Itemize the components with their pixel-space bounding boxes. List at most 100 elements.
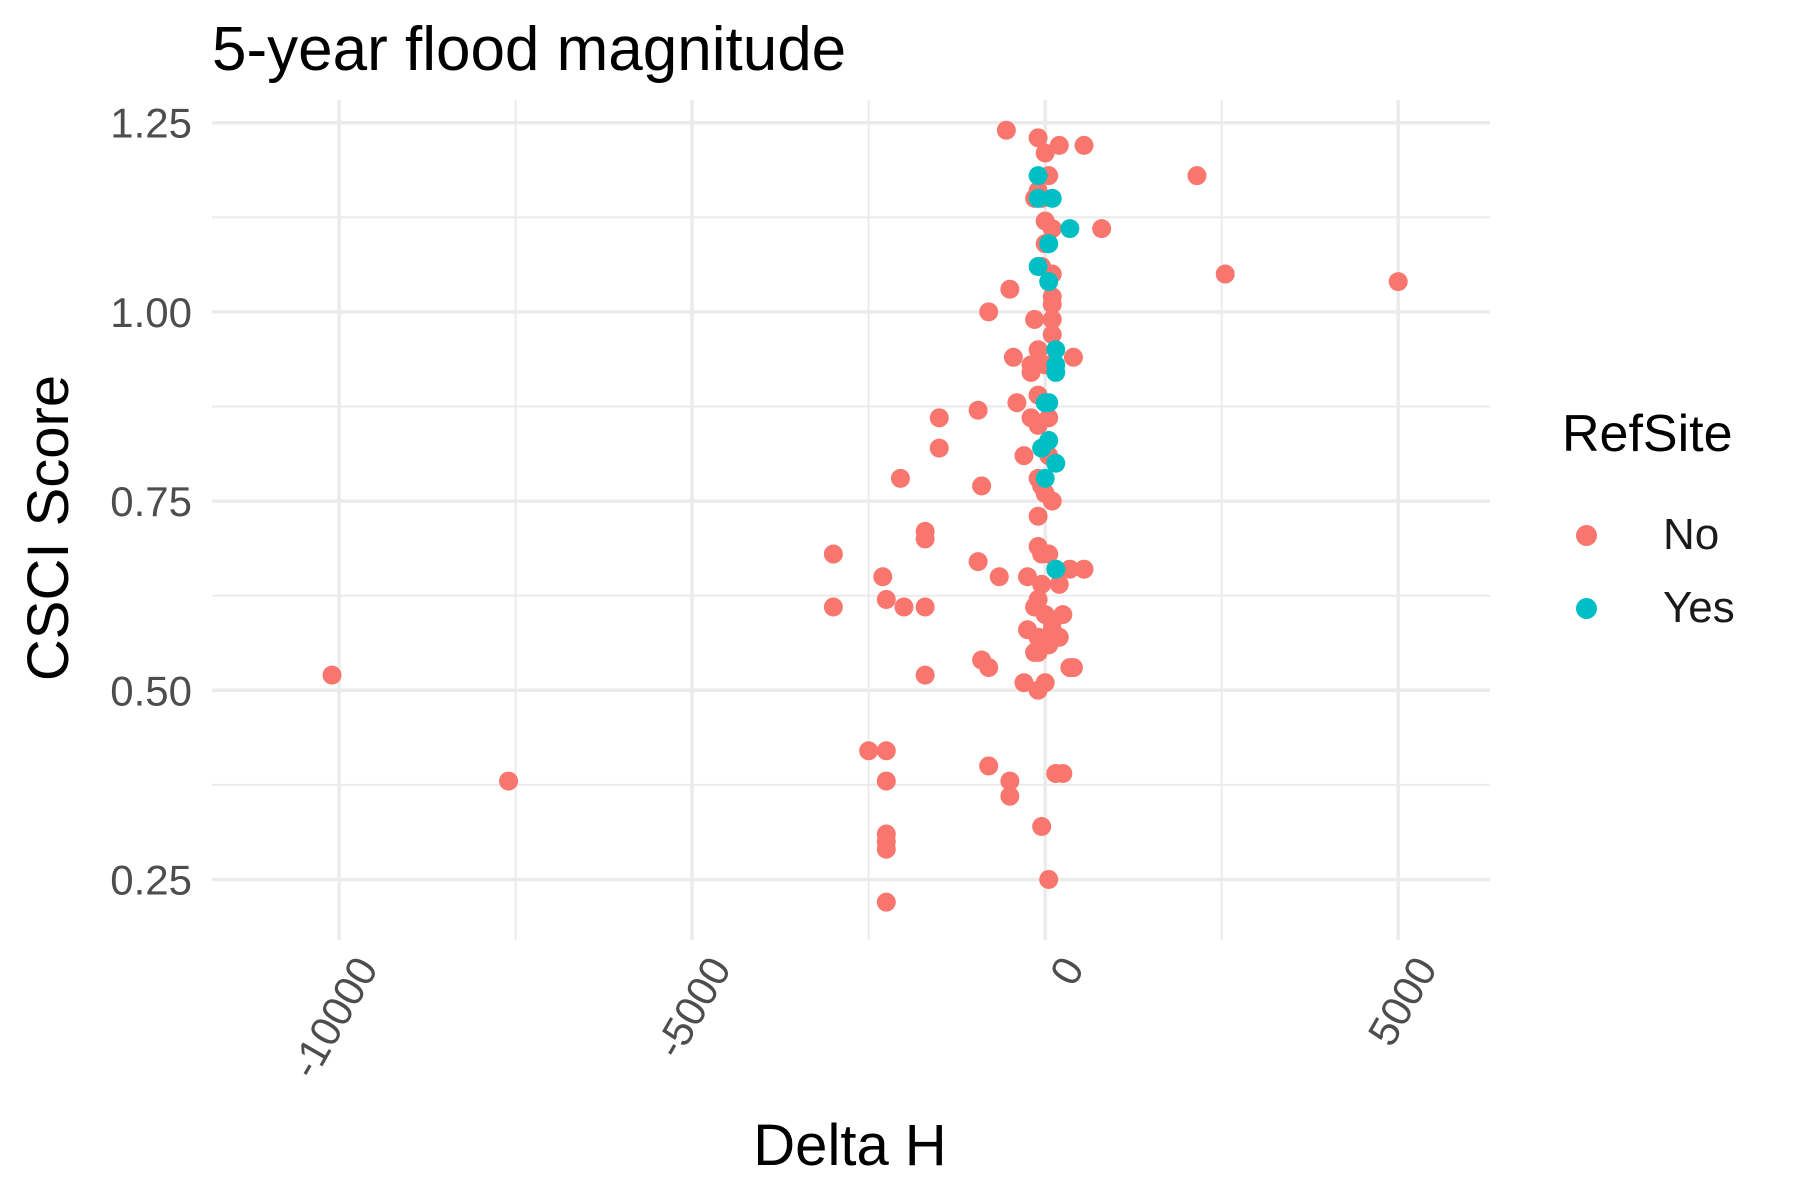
data-point-no xyxy=(1060,559,1080,579)
data-point-no xyxy=(1092,219,1112,239)
data-point-no xyxy=(915,529,935,549)
data-point-no xyxy=(1039,869,1059,889)
data-point-no xyxy=(996,120,1016,140)
data-point-no xyxy=(890,468,910,488)
data-point-no xyxy=(1039,408,1059,428)
x-tick-label: -5000 xyxy=(646,949,740,1066)
data-point-no xyxy=(972,476,992,496)
data-point-yes xyxy=(1035,468,1055,488)
data-point-no xyxy=(1000,279,1020,299)
data-point-no xyxy=(929,438,949,458)
data-point-no xyxy=(894,597,914,617)
x-tick-label: 5000 xyxy=(1359,949,1446,1053)
legend-swatch-no xyxy=(1576,524,1597,546)
data-point-yes xyxy=(1039,393,1059,413)
data-point-no xyxy=(968,552,988,572)
data-point-no xyxy=(1042,294,1062,314)
data-point-no xyxy=(1021,362,1041,382)
data-point-no xyxy=(1014,446,1034,466)
data-point-no xyxy=(979,658,999,678)
data-point-no xyxy=(873,567,893,587)
data-point-no xyxy=(1028,340,1048,360)
x-tick-label: -10000 xyxy=(281,949,387,1086)
data-point-no xyxy=(322,665,342,685)
grid-lines xyxy=(212,100,1490,940)
data-point-no xyxy=(1049,135,1069,155)
y-tick-label: 0.25 xyxy=(110,856,192,903)
data-point-no xyxy=(876,771,896,791)
x-axis-label: Delta H xyxy=(753,1113,946,1178)
data-point-no xyxy=(1035,673,1055,693)
data-point-no xyxy=(1018,567,1038,587)
data-point-no xyxy=(1049,574,1069,594)
data-point-no xyxy=(929,408,949,428)
data-point-yes xyxy=(1046,453,1066,473)
data-point-yes xyxy=(1046,362,1066,382)
data-point-yes xyxy=(1042,188,1062,208)
legend-title: RefSite xyxy=(1562,405,1733,463)
data-point-yes xyxy=(1028,256,1048,276)
data-point-no xyxy=(1063,658,1083,678)
data-point-yes xyxy=(1028,188,1048,208)
data-point-no xyxy=(1053,605,1073,625)
data-point-no xyxy=(823,544,843,564)
data-point-no xyxy=(1074,559,1094,579)
data-point-no xyxy=(499,771,519,791)
data-point-no xyxy=(1215,264,1235,284)
data-point-no xyxy=(1032,816,1052,836)
data-point-yes xyxy=(1039,272,1059,292)
data-point-no xyxy=(823,597,843,617)
data-point-yes xyxy=(1039,234,1059,254)
data-point-no xyxy=(1028,506,1048,526)
data-point-no xyxy=(1063,347,1083,367)
chart-title: 5-year flood magnitude xyxy=(212,15,847,84)
data-point-no xyxy=(1028,589,1048,609)
tick-labels: 0.25 0.50 0.75 1.00 1.25 -10000 -5000 0 5000 xyxy=(110,100,1446,1086)
data-point-no xyxy=(1025,309,1045,329)
data-points xyxy=(322,120,1408,912)
data-point-no xyxy=(876,839,896,859)
data-point-yes xyxy=(1039,431,1059,451)
y-tick-label: 0.75 xyxy=(110,478,192,525)
legend-label-yes: Yes xyxy=(1663,583,1735,632)
legend-item-no: No xyxy=(1576,505,1719,565)
data-point-no xyxy=(859,741,879,761)
x-tick-label: 0 xyxy=(1041,949,1093,993)
y-tick-label: 1.25 xyxy=(110,100,192,147)
data-point-no xyxy=(1053,764,1073,784)
data-point-no xyxy=(1388,272,1408,292)
data-point-no xyxy=(1000,771,1020,791)
data-point-no xyxy=(915,597,935,617)
data-point-yes xyxy=(1028,166,1048,186)
y-tick-label: 0.50 xyxy=(110,667,192,714)
data-point-yes xyxy=(1060,219,1080,239)
data-point-yes xyxy=(1046,340,1066,360)
legend-item-yes: Yes xyxy=(1576,578,1735,638)
data-point-no xyxy=(876,892,896,912)
data-point-no xyxy=(1049,627,1069,647)
data-point-no xyxy=(1039,544,1059,564)
data-point-no xyxy=(1042,219,1062,239)
data-point-no xyxy=(979,756,999,776)
data-point-yes xyxy=(1046,559,1066,579)
data-point-no xyxy=(968,400,988,420)
legend-label-no: No xyxy=(1663,510,1720,559)
legend-swatch-yes xyxy=(1576,597,1597,619)
y-tick-label: 1.00 xyxy=(110,289,192,336)
data-point-no xyxy=(1042,325,1062,345)
data-point-no xyxy=(1007,393,1027,413)
data-point-no xyxy=(1000,786,1020,806)
data-point-no xyxy=(1032,574,1052,594)
data-point-no xyxy=(1003,347,1023,367)
data-point-no xyxy=(876,741,896,761)
data-point-no xyxy=(1042,309,1062,329)
data-point-no xyxy=(1028,128,1048,148)
data-point-no xyxy=(1074,135,1094,155)
y-axis-label: CSCI Score xyxy=(16,375,81,681)
data-point-no xyxy=(915,665,935,685)
data-point-no xyxy=(1187,166,1207,186)
data-point-no xyxy=(1014,673,1034,693)
data-point-no xyxy=(876,589,896,609)
